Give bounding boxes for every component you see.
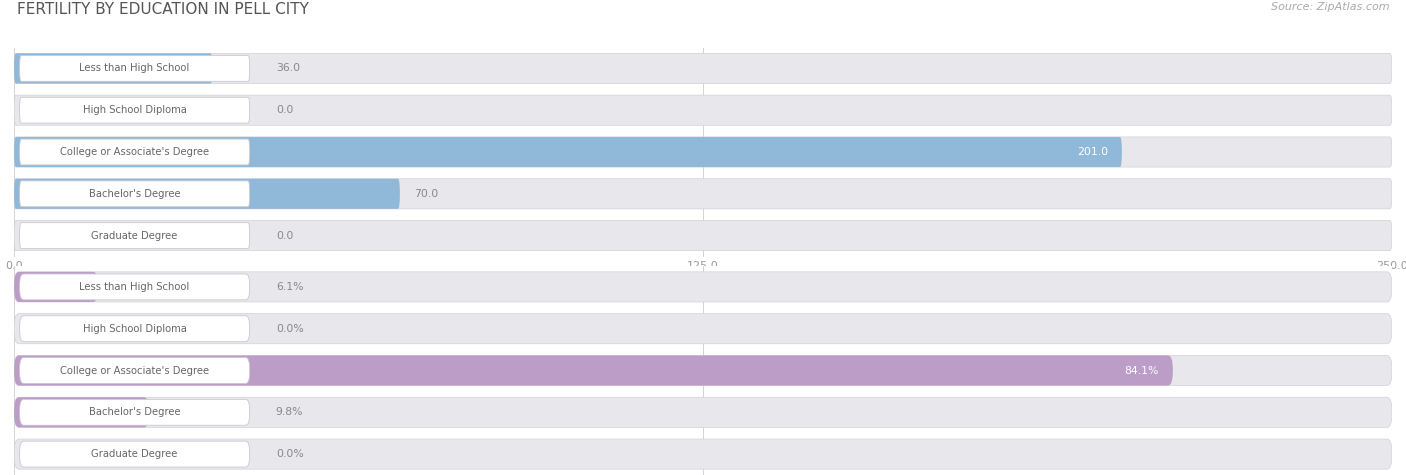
Text: Graduate Degree: Graduate Degree [91, 449, 177, 459]
FancyBboxPatch shape [20, 181, 250, 207]
FancyBboxPatch shape [14, 314, 1392, 344]
FancyBboxPatch shape [14, 53, 212, 84]
FancyBboxPatch shape [14, 137, 1122, 167]
Text: Less than High School: Less than High School [80, 282, 190, 292]
FancyBboxPatch shape [14, 397, 149, 428]
Text: 84.1%: 84.1% [1125, 365, 1159, 376]
Text: 9.8%: 9.8% [276, 407, 304, 418]
FancyBboxPatch shape [14, 220, 1392, 251]
FancyBboxPatch shape [14, 272, 1392, 302]
Text: Bachelor's Degree: Bachelor's Degree [89, 407, 180, 418]
Text: Bachelor's Degree: Bachelor's Degree [89, 189, 180, 199]
Text: 201.0: 201.0 [1077, 147, 1108, 157]
Text: Source: ZipAtlas.com: Source: ZipAtlas.com [1271, 2, 1389, 12]
FancyBboxPatch shape [14, 272, 98, 302]
Text: 0.0: 0.0 [276, 105, 294, 115]
FancyBboxPatch shape [20, 274, 250, 300]
FancyBboxPatch shape [14, 355, 1392, 386]
FancyBboxPatch shape [14, 439, 1392, 469]
Text: College or Associate's Degree: College or Associate's Degree [60, 365, 209, 376]
FancyBboxPatch shape [20, 223, 250, 248]
FancyBboxPatch shape [20, 139, 250, 165]
Text: Graduate Degree: Graduate Degree [91, 230, 177, 241]
Text: Less than High School: Less than High School [80, 63, 190, 74]
Text: 6.1%: 6.1% [276, 282, 304, 292]
Text: High School Diploma: High School Diploma [83, 323, 187, 334]
Text: 70.0: 70.0 [413, 189, 437, 199]
FancyBboxPatch shape [20, 358, 250, 383]
Text: High School Diploma: High School Diploma [83, 105, 187, 115]
FancyBboxPatch shape [14, 179, 1392, 209]
FancyBboxPatch shape [14, 355, 1173, 386]
FancyBboxPatch shape [14, 53, 1392, 84]
FancyBboxPatch shape [20, 441, 250, 467]
Text: FERTILITY BY EDUCATION IN PELL CITY: FERTILITY BY EDUCATION IN PELL CITY [17, 2, 309, 18]
Text: College or Associate's Degree: College or Associate's Degree [60, 147, 209, 157]
Text: 0.0%: 0.0% [276, 323, 304, 334]
FancyBboxPatch shape [20, 399, 250, 425]
FancyBboxPatch shape [20, 316, 250, 342]
Text: 0.0: 0.0 [276, 230, 294, 241]
FancyBboxPatch shape [20, 97, 250, 123]
FancyBboxPatch shape [20, 56, 250, 81]
Text: 36.0: 36.0 [276, 63, 299, 74]
FancyBboxPatch shape [14, 179, 399, 209]
FancyBboxPatch shape [14, 137, 1392, 167]
FancyBboxPatch shape [14, 397, 1392, 428]
Text: 0.0%: 0.0% [276, 449, 304, 459]
FancyBboxPatch shape [14, 95, 1392, 125]
